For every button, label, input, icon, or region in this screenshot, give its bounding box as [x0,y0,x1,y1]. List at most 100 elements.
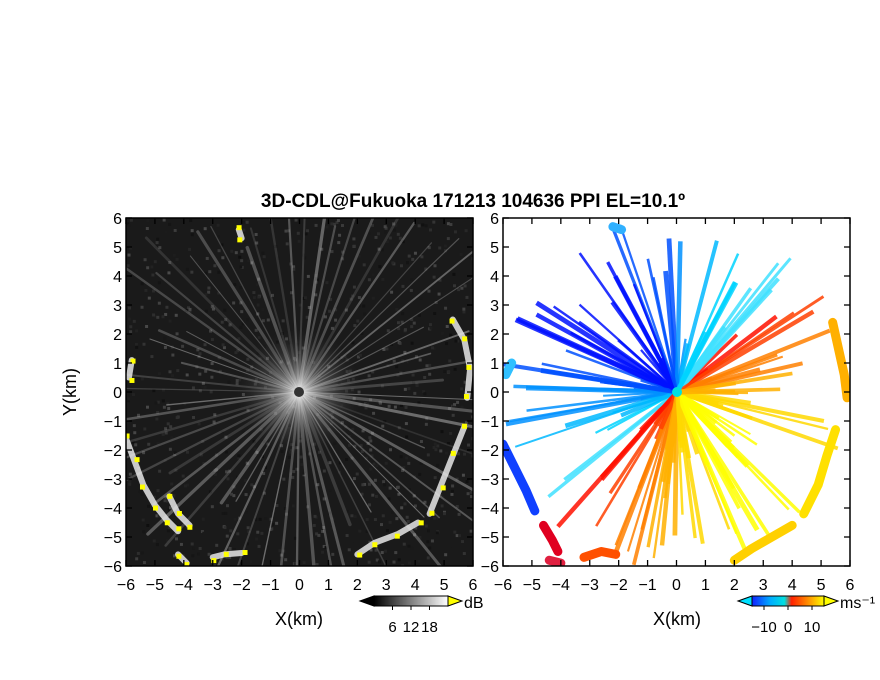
x-axis-label-right: X(km) [653,609,701,629]
ring-echo [235,226,245,242]
noise-pixel [161,432,165,436]
colorbar-tick-label: 10 [804,619,821,636]
noise-pixel [440,504,444,508]
noise-pixel [362,304,366,308]
noise-pixel [320,247,324,251]
velocity-ray [675,240,719,393]
noise-pixel [371,470,375,474]
noise-pixel [388,486,392,490]
noise-pixel [221,343,225,347]
noise-pixel [210,375,214,379]
noise-pixel [129,330,133,334]
noise-pixel [321,550,325,554]
noise-pixel [398,236,402,240]
noise-pixel [386,364,390,368]
noise-pixel [238,516,242,520]
noise-pixel [397,327,401,331]
noise-pixel [255,241,259,245]
noise-pixel [382,480,386,484]
noise-pixel [414,526,418,530]
noise-pixel [453,284,457,288]
noise-pixel [334,308,338,312]
noise-pixel [284,512,288,516]
noise-pixel [407,254,411,258]
noise-pixel [445,451,449,455]
noise-pixel [196,260,200,264]
noise-pixel [127,224,131,228]
y-tick-label: −6 [481,559,499,576]
noise-pixel [164,427,168,431]
noise-pixel [330,250,334,254]
noise-pixel [399,264,403,268]
strong-echo [153,505,159,511]
noise-pixel [442,512,446,516]
noise-pixel [230,476,234,480]
noise-pixel [456,400,460,404]
noise-pixel [198,546,202,550]
noise-pixel [314,273,318,277]
noise-pixel [128,480,132,484]
noise-pixel [371,370,375,374]
noise-pixel [188,247,192,251]
noise-pixel [255,537,259,541]
velocity-colorbar-high-arrow [823,595,840,607]
noise-pixel [453,230,457,234]
noise-pixel [449,223,453,227]
x-tick-label: −4 [175,577,193,594]
colorbar-tick-label: 12 [403,619,420,636]
noise-pixel [384,226,388,230]
noise-pixel [264,461,268,465]
noise-pixel [441,495,445,499]
noise-pixel [225,470,229,474]
noise-pixel [156,237,160,241]
noise-pixel [183,272,187,276]
noise-pixel [220,320,224,324]
noise-pixel [453,403,457,407]
noise-pixel [459,252,463,256]
noise-pixel [418,358,422,362]
noise-pixel [363,312,367,316]
velocity-ray [535,312,679,394]
noise-pixel [357,304,361,308]
reflectivity-colorbar-low-arrow [358,595,375,607]
noise-pixel [314,223,318,227]
noise-pixel [142,561,146,565]
noise-pixel [270,293,274,297]
noise-pixel [357,296,361,300]
noise-pixel [390,342,394,346]
noise-pixel [176,369,180,373]
noise-pixel [383,420,387,424]
noise-pixel [328,511,332,515]
noise-pixel [423,288,427,292]
noise-pixel [371,493,375,497]
noise-pixel [210,338,214,342]
noise-pixel [387,404,391,408]
noise-pixel [419,296,423,300]
velocity-ray [676,371,793,394]
noise-pixel [467,443,471,447]
noise-pixel [392,560,396,564]
noise-pixel [292,470,296,474]
noise-pixel [203,343,207,347]
noise-pixel [417,313,421,317]
noise-pixel [431,346,435,350]
noise-pixel [373,478,377,482]
noise-pixel [169,425,173,429]
noise-pixel [145,405,149,409]
noise-pixel [428,363,432,367]
velocity-ray [652,276,679,393]
y-tick-label: 4 [113,269,122,286]
noise-pixel [294,218,298,222]
noise-pixel [201,385,205,389]
noise-pixel [433,311,437,315]
noise-pixel [237,454,241,458]
strong-echo [167,493,173,499]
noise-pixel [432,220,436,224]
noise-pixel [250,483,254,487]
noise-pixel [167,407,171,411]
noise-pixel [210,505,214,509]
velocity-ray [676,353,778,394]
noise-pixel [365,518,369,522]
noise-pixel [402,465,406,469]
noise-pixel [367,480,371,484]
